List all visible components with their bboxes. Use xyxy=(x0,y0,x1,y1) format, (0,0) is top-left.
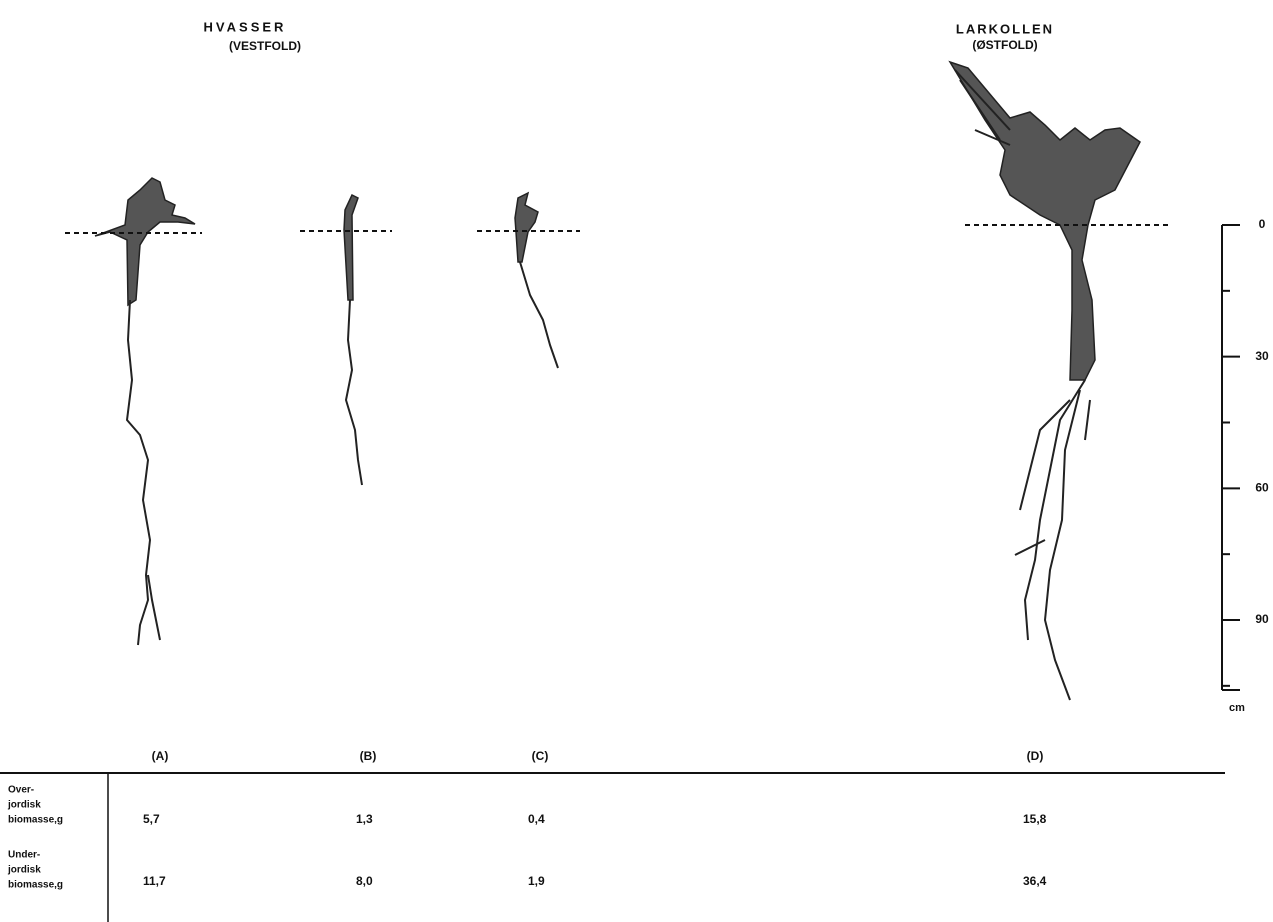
scale-label: 90 xyxy=(1255,612,1269,626)
plant-c xyxy=(515,193,558,368)
cell: 36,4 xyxy=(1023,874,1047,888)
column-label: (A) xyxy=(152,749,169,763)
plant-a xyxy=(95,178,195,645)
row-label: biomasse,g xyxy=(8,815,63,826)
plant-b xyxy=(344,195,362,485)
row-label: jordisk xyxy=(7,865,41,876)
row-label: biomasse,g xyxy=(8,880,63,891)
figure: HVASSER (VESTFOLD) LARKOLLEN (ØSTFOLD) 0… xyxy=(0,0,1273,922)
column-label: (D) xyxy=(1027,749,1044,763)
site-subtitle: (ØSTFOLD) xyxy=(972,38,1037,52)
column-label: (B) xyxy=(360,749,377,763)
row-label: jordisk xyxy=(7,800,41,811)
cell: 0,4 xyxy=(528,812,545,826)
cell: 8,0 xyxy=(356,874,373,888)
cell: 5,7 xyxy=(143,812,160,826)
scale-label: 60 xyxy=(1255,481,1269,495)
scale-label: 0 xyxy=(1259,217,1266,231)
site-title: LARKOLLEN xyxy=(956,21,1054,36)
cell: 15,8 xyxy=(1023,812,1047,826)
cell: 1,9 xyxy=(528,874,545,888)
scale-label: 30 xyxy=(1255,349,1269,363)
cell: 1,3 xyxy=(356,812,373,826)
cell: 11,7 xyxy=(143,874,166,888)
scale-unit: cm xyxy=(1229,702,1245,714)
row-label: Over- xyxy=(8,785,34,796)
site-subtitle: (VESTFOLD) xyxy=(229,39,301,53)
plant-d xyxy=(950,62,1140,700)
column-label: (C) xyxy=(532,749,549,763)
site-title: HVASSER xyxy=(204,19,287,34)
row-label: Under- xyxy=(8,850,40,861)
